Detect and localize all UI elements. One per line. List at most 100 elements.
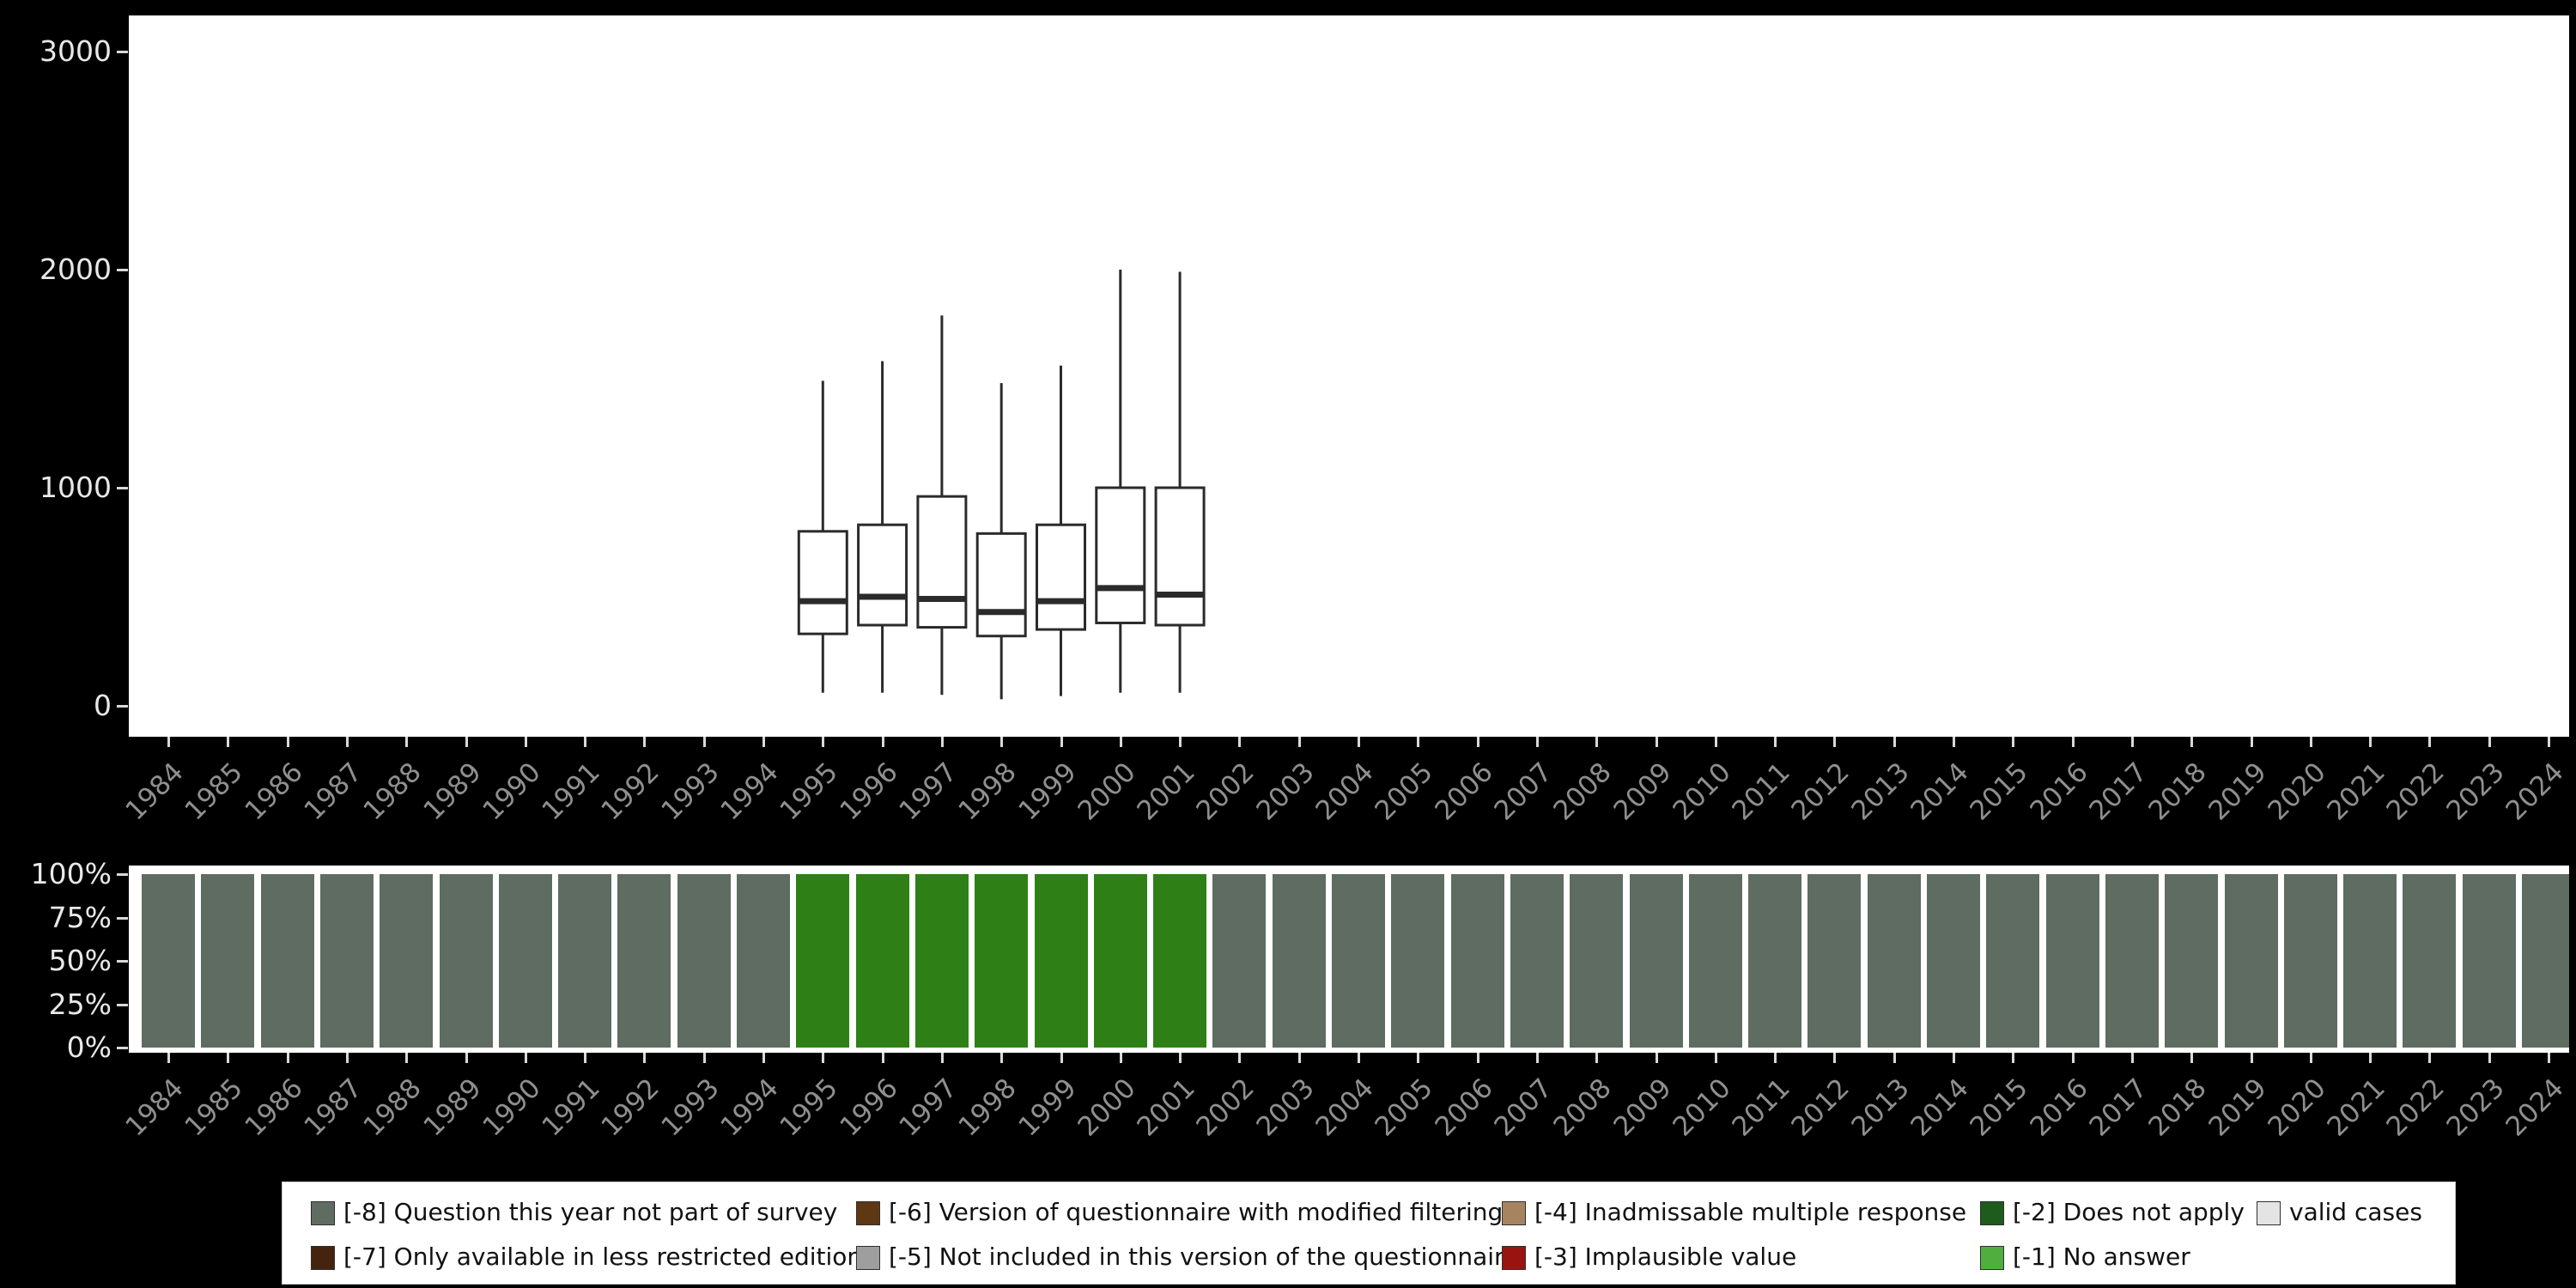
missingness-year-tick xyxy=(881,1053,884,1063)
boxplot-series xyxy=(797,270,1206,700)
boxplot-1999 xyxy=(1036,365,1086,696)
boxplot-year-tick xyxy=(702,737,706,747)
missingness-year-tick xyxy=(524,1053,527,1063)
missingness-year-tick xyxy=(286,1053,289,1063)
bar-segment-1989 xyxy=(439,874,493,1048)
missingness-year-tick xyxy=(1179,1053,1182,1063)
missingness-year-tick xyxy=(702,1053,706,1063)
bar-segment-2024 xyxy=(2522,874,2569,1048)
boxplot-year-tick xyxy=(2190,737,2194,747)
missingness-year-tick xyxy=(2250,1053,2253,1063)
boxplot-year-tick xyxy=(286,737,289,747)
legend-label: [-7] Only available in less restricted e… xyxy=(343,1242,863,1271)
boxplot-year-tick xyxy=(1179,737,1182,747)
boxplot-year-tick xyxy=(227,737,230,747)
missingness-year-tick xyxy=(1953,1053,1955,1063)
bar-segment-2011 xyxy=(1748,874,1802,1048)
boxplot-year-tick xyxy=(1833,737,1837,747)
missingness-year-tick xyxy=(1774,1053,1777,1063)
missingness-year-tick xyxy=(345,1053,349,1063)
legend-swatch xyxy=(311,1246,335,1270)
missingness-y-tick xyxy=(117,916,128,920)
bar-segment-2022 xyxy=(2403,874,2457,1048)
legend: [-8] Question this year not part of surv… xyxy=(282,1182,2456,1285)
missingness-year-tick xyxy=(1655,1053,1658,1063)
missingness-year-tick xyxy=(1476,1053,1479,1063)
missingness-y-tick-label: 25% xyxy=(48,987,112,1021)
bar-segment-2008 xyxy=(1570,874,1624,1048)
boxplot-y-tick-label: 2000 xyxy=(39,252,112,286)
boxplot-year-tick xyxy=(1953,737,1955,747)
bar-segment-2006 xyxy=(1450,874,1504,1048)
boxplot-year-tick xyxy=(1238,737,1242,747)
missingness-year-tick xyxy=(762,1053,765,1063)
bar-segment-1994 xyxy=(737,874,790,1048)
missingness-y-tick-label: 50% xyxy=(48,944,112,977)
boxplot-year-tick xyxy=(2250,737,2253,747)
missingness-y-tick xyxy=(117,960,128,963)
missingness-year-tick xyxy=(1119,1053,1122,1063)
boxplot-year-tick xyxy=(2369,737,2372,747)
boxplot-year-tick xyxy=(1655,737,1658,747)
missingness-year-tick xyxy=(2488,1053,2491,1063)
missingness-year-tick xyxy=(940,1053,944,1063)
missingness-year-tick xyxy=(1238,1053,1242,1063)
bar-segment-2014 xyxy=(1927,874,1980,1048)
legend-swatch xyxy=(311,1201,335,1225)
bar-segment-2016 xyxy=(2045,874,2099,1048)
bar-segment-2010 xyxy=(1688,874,1742,1048)
bar-segment-2001 xyxy=(1153,874,1207,1048)
boxplot-y-tick-label: 0 xyxy=(94,689,112,722)
missingness-year-tick xyxy=(1535,1053,1539,1063)
missingness-year-tick xyxy=(1714,1053,1717,1063)
missingness-y-tick-label: 75% xyxy=(48,900,112,934)
missingness-y-tick-label: 0% xyxy=(66,1030,112,1064)
boxplot-y-tick xyxy=(117,51,128,53)
bar-segment-2004 xyxy=(1332,874,1385,1048)
legend-label: [-3] Implausible value xyxy=(1534,1242,1797,1271)
boxplot-year-tick xyxy=(1714,737,1717,747)
legend-label: [-4] Inadmissable multiple response xyxy=(1534,1198,1967,1226)
missingness-year-tick xyxy=(1417,1053,1420,1063)
missingness-year-tick xyxy=(167,1053,170,1063)
boxplot-year-tick xyxy=(2309,737,2312,747)
boxplot-1997 xyxy=(916,315,968,696)
legend-label: [-8] Question this year not part of surv… xyxy=(343,1198,838,1226)
boxplot-year-tick xyxy=(2428,737,2432,747)
missingness-year-tick xyxy=(643,1053,647,1063)
bar-segment-2009 xyxy=(1629,874,1683,1048)
legend-label: valid cases xyxy=(2289,1198,2422,1226)
missingness-panel xyxy=(129,866,2569,1053)
boxplot-year-tick xyxy=(1774,737,1777,747)
missingness-year-tick xyxy=(584,1053,587,1063)
missingness-year-tick xyxy=(465,1053,468,1063)
boxplot-year-tick xyxy=(1417,737,1420,747)
missingness-year-tick xyxy=(1000,1053,1004,1063)
missingness-y-tick xyxy=(117,1003,128,1006)
missingness-year-tick xyxy=(1833,1053,1837,1063)
missingness-y-tick xyxy=(117,873,128,876)
bar-segment-1984 xyxy=(142,874,195,1048)
boxplot-y-tick xyxy=(117,487,128,489)
boxplot-year-tick xyxy=(2012,737,2015,747)
boxplot-year-tick xyxy=(1297,737,1301,747)
legend-swatch xyxy=(1980,1201,2004,1225)
bar-segment-2013 xyxy=(1867,874,1921,1048)
missingness-year-tick xyxy=(1893,1053,1896,1063)
boxplot-year-tick xyxy=(1535,737,1539,747)
missingness-year-tick xyxy=(822,1053,825,1063)
bar-segment-1995 xyxy=(796,874,850,1048)
missingness-year-tick xyxy=(227,1053,230,1063)
bar-segment-1993 xyxy=(677,874,731,1048)
boxplot-year-tick xyxy=(762,737,765,747)
boxplot-year-tick xyxy=(1358,737,1360,747)
bar-segment-2012 xyxy=(1807,874,1862,1048)
bar-segment-2019 xyxy=(2224,874,2278,1048)
boxplot-year-tick xyxy=(465,737,468,747)
bar-segment-1991 xyxy=(558,874,612,1048)
missingness-year-tick xyxy=(2369,1053,2372,1063)
boxplot-year-tick xyxy=(1595,737,1599,747)
legend-label: [-2] Does not apply xyxy=(2013,1198,2245,1226)
boxplot-year-tick xyxy=(1000,737,1004,747)
